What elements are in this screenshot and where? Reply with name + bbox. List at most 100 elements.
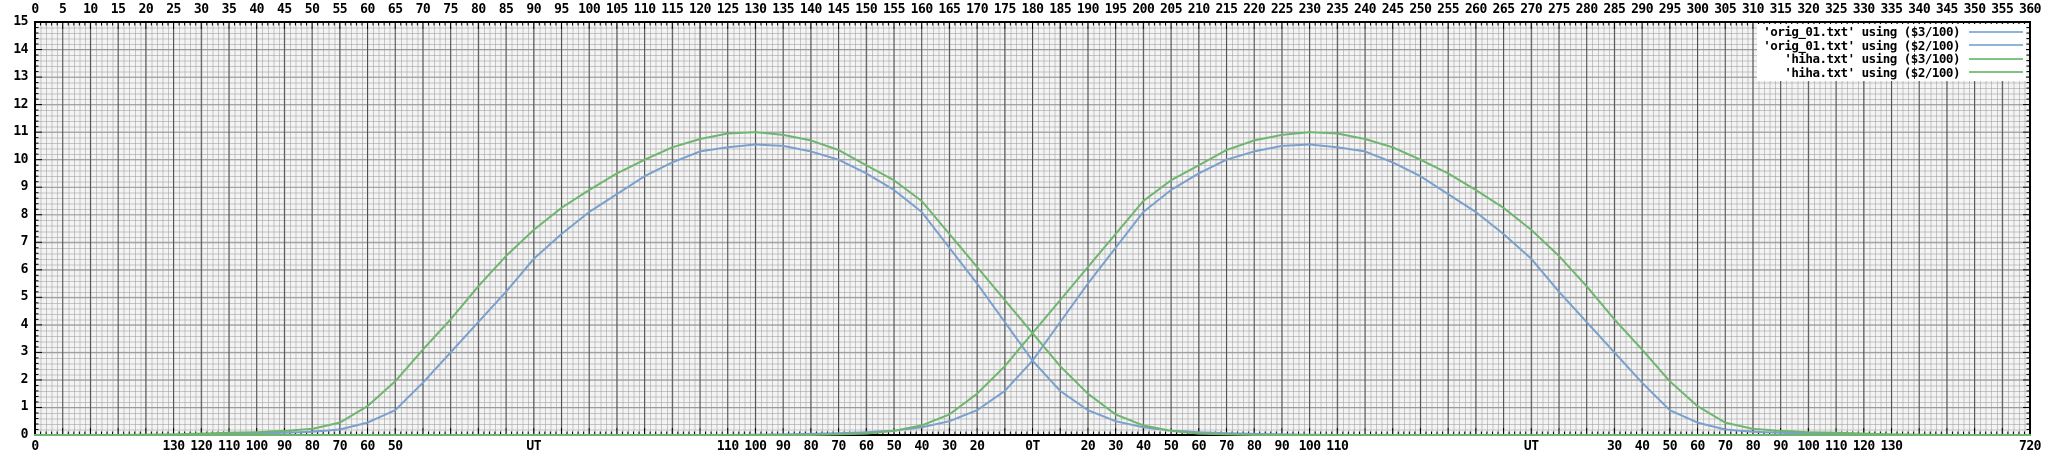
y-tick-label: 7 <box>20 234 29 250</box>
x2-tick-label: 120 <box>689 2 711 17</box>
x2-tick-label: 250 <box>1409 2 1432 17</box>
x2-tick-label: 155 <box>882 2 905 17</box>
x2-tick-label: 315 <box>1769 2 1792 17</box>
x-tick-label: 80 <box>803 439 819 454</box>
x-tick-label: 120 <box>190 439 213 454</box>
x-tick-label: 100 <box>245 439 268 454</box>
x2-tick-label: 15 <box>110 2 126 17</box>
legend-entry-label: 'hiha.txt' using ($2/100) <box>1784 64 1960 80</box>
x2-tick-label: 360 <box>2019 2 2041 17</box>
series-curve-3 <box>34 131 2031 436</box>
x2-tick-label: 225 <box>1270 2 1293 17</box>
x2-tick-label: 240 <box>1354 2 1376 17</box>
x-tick-label: 70 <box>332 439 348 454</box>
x-tick-label: UT <box>1523 439 1539 454</box>
x-tick-label: 60 <box>1690 439 1705 454</box>
x-tick-label: 80 <box>1745 439 1761 454</box>
x2-tick-label: 55 <box>332 2 348 17</box>
x-tick-label: 50 <box>1662 439 1678 454</box>
x2-tick-label: 205 <box>1160 2 1183 17</box>
x2-tick-label: 195 <box>1104 2 1127 17</box>
legend-entry: 'orig_01.txt' using ($2/100) <box>1763 37 2023 53</box>
x-tick-label: UT <box>526 439 542 454</box>
x-tick-label: 100 <box>1298 439 1321 454</box>
x2-tick-label: 245 <box>1381 2 1404 17</box>
x2-tick-label: 80 <box>471 2 486 17</box>
y-tick-label: 3 <box>20 344 29 360</box>
x2-tick-label: 130 <box>744 2 767 17</box>
x2-tick-label: 10 <box>83 2 98 17</box>
x-tick-label: 20 <box>1080 439 1096 454</box>
x2-tick-label: 90 <box>526 2 542 17</box>
x-tick-label: 0 <box>31 439 39 454</box>
x-tick-label: 70 <box>1219 439 1234 454</box>
x2-tick-label: 310 <box>1741 2 1764 17</box>
x2-tick-label: 115 <box>661 2 684 17</box>
x2-tick-label: 170 <box>966 2 989 17</box>
x-tick-label: 50 <box>387 439 403 454</box>
x-tick-label: 110 <box>217 439 240 454</box>
x-tick-label: 110 <box>716 439 739 454</box>
x-tick-label: 100 <box>744 439 767 454</box>
x2-tick-label: 280 <box>1575 2 1598 17</box>
x2-tick-label: 285 <box>1603 2 1626 17</box>
x-tick-label: 130 <box>162 439 185 454</box>
x-tick-label: 40 <box>914 439 929 454</box>
x2-tick-label: 20 <box>138 2 154 17</box>
x-tick-label: 30 <box>942 439 957 454</box>
x2-tick-label: 110 <box>633 2 656 17</box>
x2-tick-label: 275 <box>1547 2 1570 17</box>
y-tick-label: 10 <box>13 151 28 167</box>
x2-tick-label: 180 <box>1021 2 1044 17</box>
x2-tick-label: 125 <box>716 2 739 17</box>
y-tick-label: 14 <box>13 41 28 57</box>
x2-tick-label: 60 <box>360 2 375 17</box>
x2-tick-label: 175 <box>993 2 1016 17</box>
x-tick-label: 60 <box>858 439 874 454</box>
y-tick-label: 1 <box>20 399 29 415</box>
x2-tick-label: 25 <box>166 2 181 17</box>
legend-entry-label: 'orig_01.txt' using ($2/100) <box>1763 37 1960 53</box>
y-tick-label: 0 <box>20 427 29 442</box>
y-tick-label: 2 <box>20 371 29 387</box>
legend-entry-label: 'orig_01.txt' using ($3/100) <box>1763 24 1960 39</box>
x2-tick-label: 190 <box>1076 2 1099 17</box>
x2-tick-label: 210 <box>1187 2 1210 17</box>
x-tick-label: 720 <box>2019 439 2041 454</box>
x-tick-label: 70 <box>1717 439 1733 454</box>
x2-tick-label: 295 <box>1658 2 1681 17</box>
legend: 'orig_01.txt' using ($3/100) 'orig_01.tx… <box>1757 24 2026 81</box>
legend-line-sample <box>1969 30 2023 33</box>
legend-line-sample <box>1969 44 2023 47</box>
x2-tick-label: 5 <box>59 2 67 17</box>
x2-tick-label: 105 <box>605 2 628 17</box>
x-tick-label: 20 <box>969 439 985 454</box>
x2-tick-label: 165 <box>938 2 961 17</box>
legend-entry: 'hiha.txt' using ($3/100) <box>1763 52 2023 66</box>
x2-tick-label: 215 <box>1215 2 1238 17</box>
x2-tick-label: 255 <box>1437 2 1460 17</box>
x2-tick-label: 335 <box>1880 2 1903 17</box>
legend-entry: 'orig_01.txt' using ($3/100) <box>1763 25 2023 39</box>
x-tick-label: 90 <box>775 439 791 454</box>
legend-entry: 'hiha.txt' using ($2/100) <box>1763 64 2023 80</box>
x2-tick-label: 0 <box>31 2 39 17</box>
x2-tick-label: 85 <box>498 2 514 17</box>
legend-line-sample <box>1969 71 2023 74</box>
x-tick-label: 70 <box>831 439 846 454</box>
x2-tick-label: 185 <box>1049 2 1072 17</box>
x-tick-label: 30 <box>1607 439 1622 454</box>
x2-tick-label: 320 <box>1797 2 1820 17</box>
y-tick-label: 11 <box>13 124 28 140</box>
x2-tick-label: 235 <box>1326 2 1349 17</box>
x-tick-label: 50 <box>886 439 902 454</box>
x-tick-label: 80 <box>304 439 320 454</box>
x2-tick-label: 200 <box>1132 2 1155 17</box>
x2-tick-label: 230 <box>1298 2 1321 17</box>
y-tick-label: 9 <box>20 179 29 195</box>
x2-tick-label: 220 <box>1243 2 1266 17</box>
x2-tick-label: 305 <box>1714 2 1737 17</box>
x2-tick-label: 325 <box>1825 2 1848 17</box>
legend-line-sample <box>1969 57 2023 60</box>
